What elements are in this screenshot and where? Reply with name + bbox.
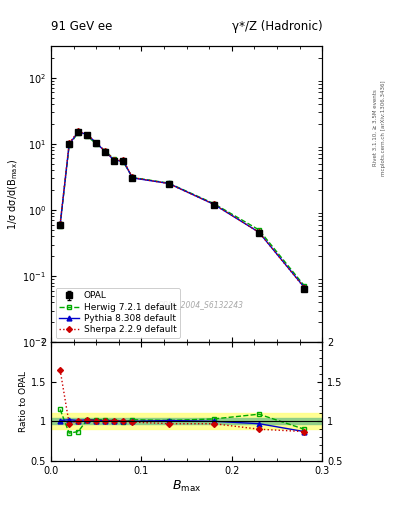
Pythia 8.308 default [58, 222, 62, 228]
Herwig 7.2.1 default [76, 130, 81, 136]
Herwig 7.2.1 default [130, 175, 135, 181]
X-axis label: $B_{\mathrm{max}}$: $B_{\mathrm{max}}$ [172, 478, 201, 494]
Sherpa 2.2.9 default [85, 132, 90, 138]
Line: Sherpa 2.2.9 default: Sherpa 2.2.9 default [58, 129, 306, 290]
Herwig 7.2.1 default [94, 141, 99, 147]
Sherpa 2.2.9 default [94, 140, 99, 146]
Pythia 8.308 default [112, 157, 117, 163]
Sherpa 2.2.9 default [121, 157, 126, 163]
Pythia 8.308 default [302, 284, 307, 290]
Bar [51, 413, 322, 429]
Pythia 8.308 default [130, 175, 135, 181]
Sherpa 2.2.9 default [130, 175, 135, 181]
Herwig 7.2.1 default [67, 142, 72, 148]
Text: 91 GeV ee: 91 GeV ee [51, 20, 112, 33]
Pythia 8.308 default [76, 129, 81, 135]
Y-axis label: Ratio to OPAL: Ratio to OPAL [19, 371, 28, 432]
Text: γ*/Z (Hadronic): γ*/Z (Hadronic) [231, 20, 322, 33]
Sherpa 2.2.9 default [257, 229, 261, 236]
Sherpa 2.2.9 default [302, 285, 307, 291]
Sherpa 2.2.9 default [112, 157, 117, 163]
Herwig 7.2.1 default [166, 180, 171, 186]
Pythia 8.308 default [166, 180, 171, 186]
Sherpa 2.2.9 default [67, 140, 72, 146]
Line: Pythia 8.308 default: Pythia 8.308 default [58, 130, 307, 290]
Herwig 7.2.1 default [121, 159, 126, 165]
Pythia 8.308 default [85, 132, 90, 138]
Pythia 8.308 default [103, 148, 108, 155]
Sherpa 2.2.9 default [76, 128, 81, 134]
Pythia 8.308 default [257, 229, 261, 236]
Herwig 7.2.1 default [85, 133, 90, 139]
Herwig 7.2.1 default [257, 227, 261, 233]
Bar [51, 418, 322, 424]
Pythia 8.308 default [121, 158, 126, 164]
Y-axis label: 1/σ dσ/d(B$_{\mathrm{max}}$): 1/σ dσ/d(B$_{\mathrm{max}}$) [6, 159, 20, 230]
Sherpa 2.2.9 default [166, 181, 171, 187]
Herwig 7.2.1 default [103, 148, 108, 154]
Sherpa 2.2.9 default [58, 221, 62, 227]
Sherpa 2.2.9 default [103, 148, 108, 155]
Sherpa 2.2.9 default [211, 201, 216, 207]
Herwig 7.2.1 default [211, 201, 216, 207]
Herwig 7.2.1 default [112, 156, 117, 162]
Herwig 7.2.1 default [58, 223, 62, 229]
Pythia 8.308 default [94, 140, 99, 146]
Pythia 8.308 default [211, 201, 216, 207]
Line: Herwig 7.2.1 default: Herwig 7.2.1 default [58, 130, 307, 288]
Text: Rivet 3.1.10, ≥ 3.5M events: Rivet 3.1.10, ≥ 3.5M events [373, 90, 378, 166]
Text: mcplots.cern.ch [arXiv:1306.3436]: mcplots.cern.ch [arXiv:1306.3436] [381, 80, 386, 176]
Text: OPAL_2004_S6132243: OPAL_2004_S6132243 [157, 300, 243, 309]
Legend: OPAL, Herwig 7.2.1 default, Pythia 8.308 default, Sherpa 2.2.9 default: OPAL, Herwig 7.2.1 default, Pythia 8.308… [55, 288, 180, 338]
Pythia 8.308 default [67, 141, 72, 147]
Herwig 7.2.1 default [302, 283, 307, 289]
